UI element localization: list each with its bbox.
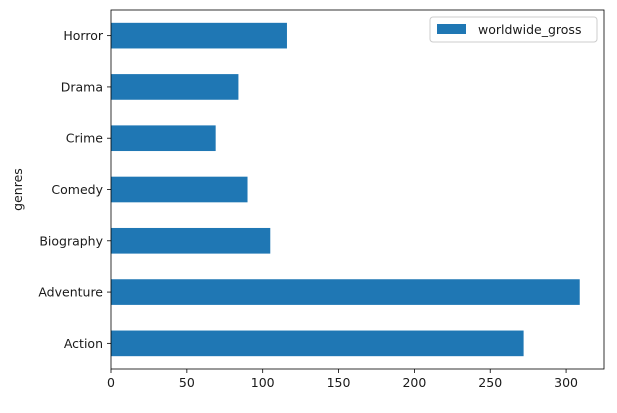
bar-crime — [111, 125, 216, 152]
x-tick-label-150: 150 — [327, 375, 351, 390]
y-tick-label-crime: Crime — [66, 131, 104, 146]
y-axis-ticks: Action Adventure Biography Comedy Crime Drama… — [38, 28, 111, 351]
bar-action — [111, 330, 524, 357]
y-tick-label-action: Action — [64, 336, 103, 351]
x-axis-ticks: 0 50 100 150 200 250 300 — [107, 369, 578, 390]
y-tick-label-drama: Drama — [61, 79, 103, 94]
y-tick-label-comedy: Comedy — [51, 182, 103, 197]
y-tick-label-adventure: Adventure — [38, 285, 103, 300]
y-tick-label-horror: Horror — [63, 28, 103, 43]
y-axis-title: genres — [10, 168, 25, 211]
bar-comedy — [111, 176, 248, 203]
bar-drama — [111, 74, 239, 100]
legend-box — [429, 16, 598, 43]
x-tick-label-100: 100 — [251, 375, 275, 390]
x-tick-label-300: 300 — [554, 375, 578, 390]
legend-swatch — [437, 24, 466, 34]
bar-adventure — [111, 279, 580, 305]
x-tick-label-250: 250 — [478, 375, 502, 390]
legend-label: worldwide_gross — [478, 22, 581, 37]
x-tick-label-200: 200 — [402, 375, 426, 390]
bar-horror — [111, 22, 287, 49]
bars-group — [111, 22, 580, 357]
plot-frame — [110, 9, 605, 370]
x-tick-label-0: 0 — [107, 375, 115, 390]
legend: worldwide_gross — [429, 16, 598, 43]
y-tick-label-biography: Biography — [39, 233, 103, 248]
bar-biography — [111, 227, 271, 254]
x-tick-label-50: 50 — [179, 375, 195, 390]
